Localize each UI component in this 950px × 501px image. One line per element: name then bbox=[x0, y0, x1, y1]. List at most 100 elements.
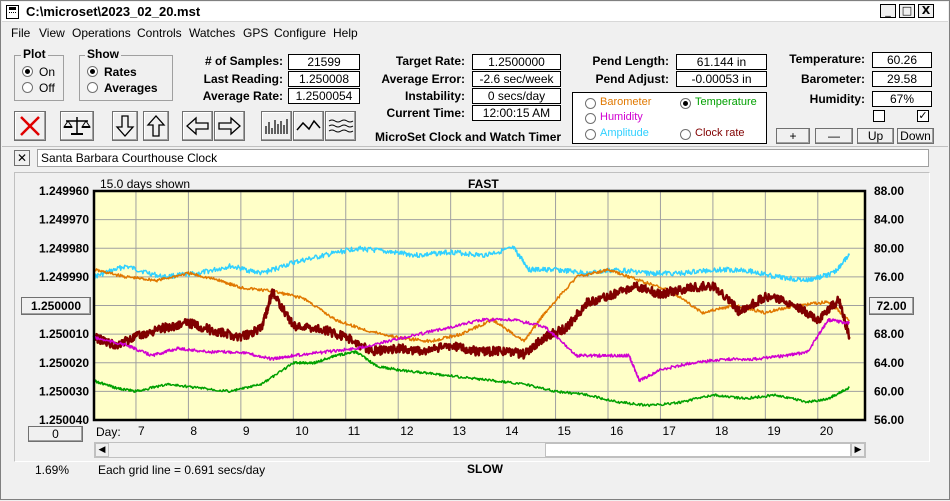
increase-button[interactable]: + bbox=[776, 128, 810, 144]
clock-rate-option-label: Clock rate bbox=[695, 127, 745, 139]
noise-view-button[interactable] bbox=[325, 111, 356, 141]
scroll-right-arrow[interactable]: ▶ bbox=[851, 443, 865, 457]
plot-off-radio[interactable] bbox=[22, 82, 33, 93]
average-rate-field: 1.2500054 bbox=[288, 88, 360, 104]
plot-on-label: On bbox=[39, 65, 56, 79]
samples-field: 21599 bbox=[288, 54, 360, 70]
samples-label: # of Samples: bbox=[204, 54, 283, 68]
scroll-up-button[interactable] bbox=[143, 111, 169, 141]
instability-label: Instability: bbox=[404, 89, 465, 103]
show-group-title: Show bbox=[85, 47, 121, 61]
scroll-down-button[interactable] bbox=[112, 111, 138, 141]
day-axis-label: Day: bbox=[96, 425, 121, 439]
menu-view[interactable]: View bbox=[39, 26, 65, 40]
menu-controls[interactable]: Controls bbox=[137, 26, 182, 40]
corner-percent-label: 1.69% bbox=[35, 463, 70, 477]
clear-name-button[interactable]: ✕ bbox=[14, 150, 30, 166]
clock-name-field[interactable]: Santa Barbara Courthouse Clock bbox=[37, 149, 929, 167]
barometer-field: 29.58 bbox=[872, 71, 932, 87]
target-rate-label: Target Rate: bbox=[395, 54, 465, 68]
temperature-label: Temperature: bbox=[789, 52, 865, 66]
chart-frame bbox=[14, 172, 930, 462]
plot-off-label: Off bbox=[39, 81, 55, 95]
pend-length-label: Pend Length: bbox=[592, 54, 669, 68]
histogram-view-button[interactable] bbox=[261, 111, 292, 141]
decrease-button[interactable]: — bbox=[815, 128, 853, 144]
left-arrow-icon bbox=[186, 116, 209, 136]
target-rate-field[interactable]: 1.2500000 bbox=[472, 54, 561, 70]
menu-configure[interactable]: Configure bbox=[274, 26, 327, 40]
temperature-field: 60.26 bbox=[872, 52, 932, 68]
wave-view-button[interactable] bbox=[293, 111, 324, 141]
right-arrow-icon bbox=[218, 116, 241, 136]
app-caption: MicroSet Clock and Watch Timer bbox=[375, 130, 562, 144]
wave-icon bbox=[296, 119, 321, 131]
days-shown-label: 15.0 days shown bbox=[100, 177, 191, 191]
scroll-right-button[interactable] bbox=[214, 111, 245, 141]
up-arrow-icon bbox=[146, 115, 166, 137]
pend-adjust-field: -0.00053 in bbox=[676, 71, 767, 87]
barometer-radio[interactable] bbox=[585, 98, 596, 109]
barometer-label: Barometer: bbox=[800, 72, 865, 86]
scroll-left-button[interactable] bbox=[182, 111, 213, 141]
amplitude-radio[interactable] bbox=[585, 129, 596, 140]
env-checkbox-1[interactable] bbox=[873, 110, 885, 122]
down-button[interactable]: Down bbox=[897, 128, 934, 144]
pend-adjust-label: Pend Adjust: bbox=[595, 72, 669, 86]
app-icon bbox=[6, 5, 19, 19]
menu-help[interactable]: Help bbox=[333, 26, 358, 40]
clock-rate-radio[interactable] bbox=[680, 129, 691, 140]
last-reading-field: 1.250008 bbox=[288, 71, 360, 87]
scroll-left-arrow[interactable]: ◀ bbox=[95, 443, 109, 457]
scroll-thumb[interactable] bbox=[545, 443, 851, 457]
time-scrollbar[interactable]: ◀ ▶ bbox=[94, 442, 866, 458]
env-checkbox-2[interactable]: ✓ bbox=[917, 109, 929, 122]
humidity-option-label: Humidity bbox=[600, 111, 643, 123]
average-error-label: Average Error: bbox=[381, 72, 465, 86]
menu-gps[interactable]: GPS bbox=[243, 26, 269, 40]
pend-length-field[interactable]: 61.144 in bbox=[676, 54, 767, 70]
separator-top bbox=[2, 146, 948, 147]
down-arrow-icon bbox=[115, 115, 135, 137]
noise-lines-icon bbox=[328, 119, 354, 133]
average-error-field: -2.6 sec/week bbox=[472, 71, 561, 87]
plot-select-box: Barometer Temperature Humidity Amplitude… bbox=[572, 92, 767, 144]
average-rate-label: Average Rate: bbox=[202, 89, 283, 103]
up-button[interactable]: Up bbox=[857, 128, 894, 144]
temperature-option-label: Temperature bbox=[695, 96, 757, 108]
center-value-button[interactable]: 72.00 bbox=[869, 297, 914, 315]
show-group bbox=[79, 55, 173, 101]
stop-button[interactable] bbox=[14, 111, 46, 141]
close-button[interactable]: X bbox=[918, 4, 934, 18]
slow-label: SLOW bbox=[467, 462, 503, 476]
calibrate-button[interactable] bbox=[60, 111, 94, 141]
plot-on-radio[interactable] bbox=[22, 66, 33, 77]
humidity-radio[interactable] bbox=[585, 113, 596, 124]
reset-zero-button[interactable]: 0 bbox=[28, 426, 83, 442]
menu-operations[interactable]: Operations bbox=[72, 26, 131, 40]
balance-scale-icon bbox=[63, 117, 91, 135]
humidity-field: 67% bbox=[872, 91, 932, 107]
maximize-button[interactable]: □ bbox=[899, 4, 915, 18]
humidity-label: Humidity: bbox=[809, 92, 865, 106]
menu-bar: File View Operations Controls Watches GP… bbox=[2, 23, 948, 43]
show-averages-radio[interactable] bbox=[87, 82, 98, 93]
temperature-radio[interactable] bbox=[680, 98, 691, 109]
histogram-icon bbox=[265, 119, 288, 134]
show-rates-radio[interactable] bbox=[87, 66, 98, 77]
grid-scale-label: Each grid line = 0.691 secs/day bbox=[98, 463, 266, 477]
title-bar: C:\microset\2023_02_20.mst _ □ X bbox=[2, 2, 948, 22]
fast-label: FAST bbox=[468, 177, 499, 191]
center-rate-button[interactable]: 1.250000 bbox=[21, 297, 91, 315]
last-reading-label: Last Reading: bbox=[203, 72, 283, 86]
red-x-icon bbox=[20, 116, 40, 136]
barometer-option-label: Barometer bbox=[600, 96, 652, 108]
menu-file[interactable]: File bbox=[11, 26, 31, 40]
amplitude-option-label: Amplitude bbox=[600, 127, 649, 139]
minimize-button[interactable]: _ bbox=[880, 4, 896, 18]
show-averages-label: Averages bbox=[104, 81, 158, 95]
menu-watches[interactable]: Watches bbox=[189, 26, 236, 40]
plot-group-title: Plot bbox=[21, 47, 48, 61]
current-time-label: Current Time: bbox=[386, 106, 465, 120]
